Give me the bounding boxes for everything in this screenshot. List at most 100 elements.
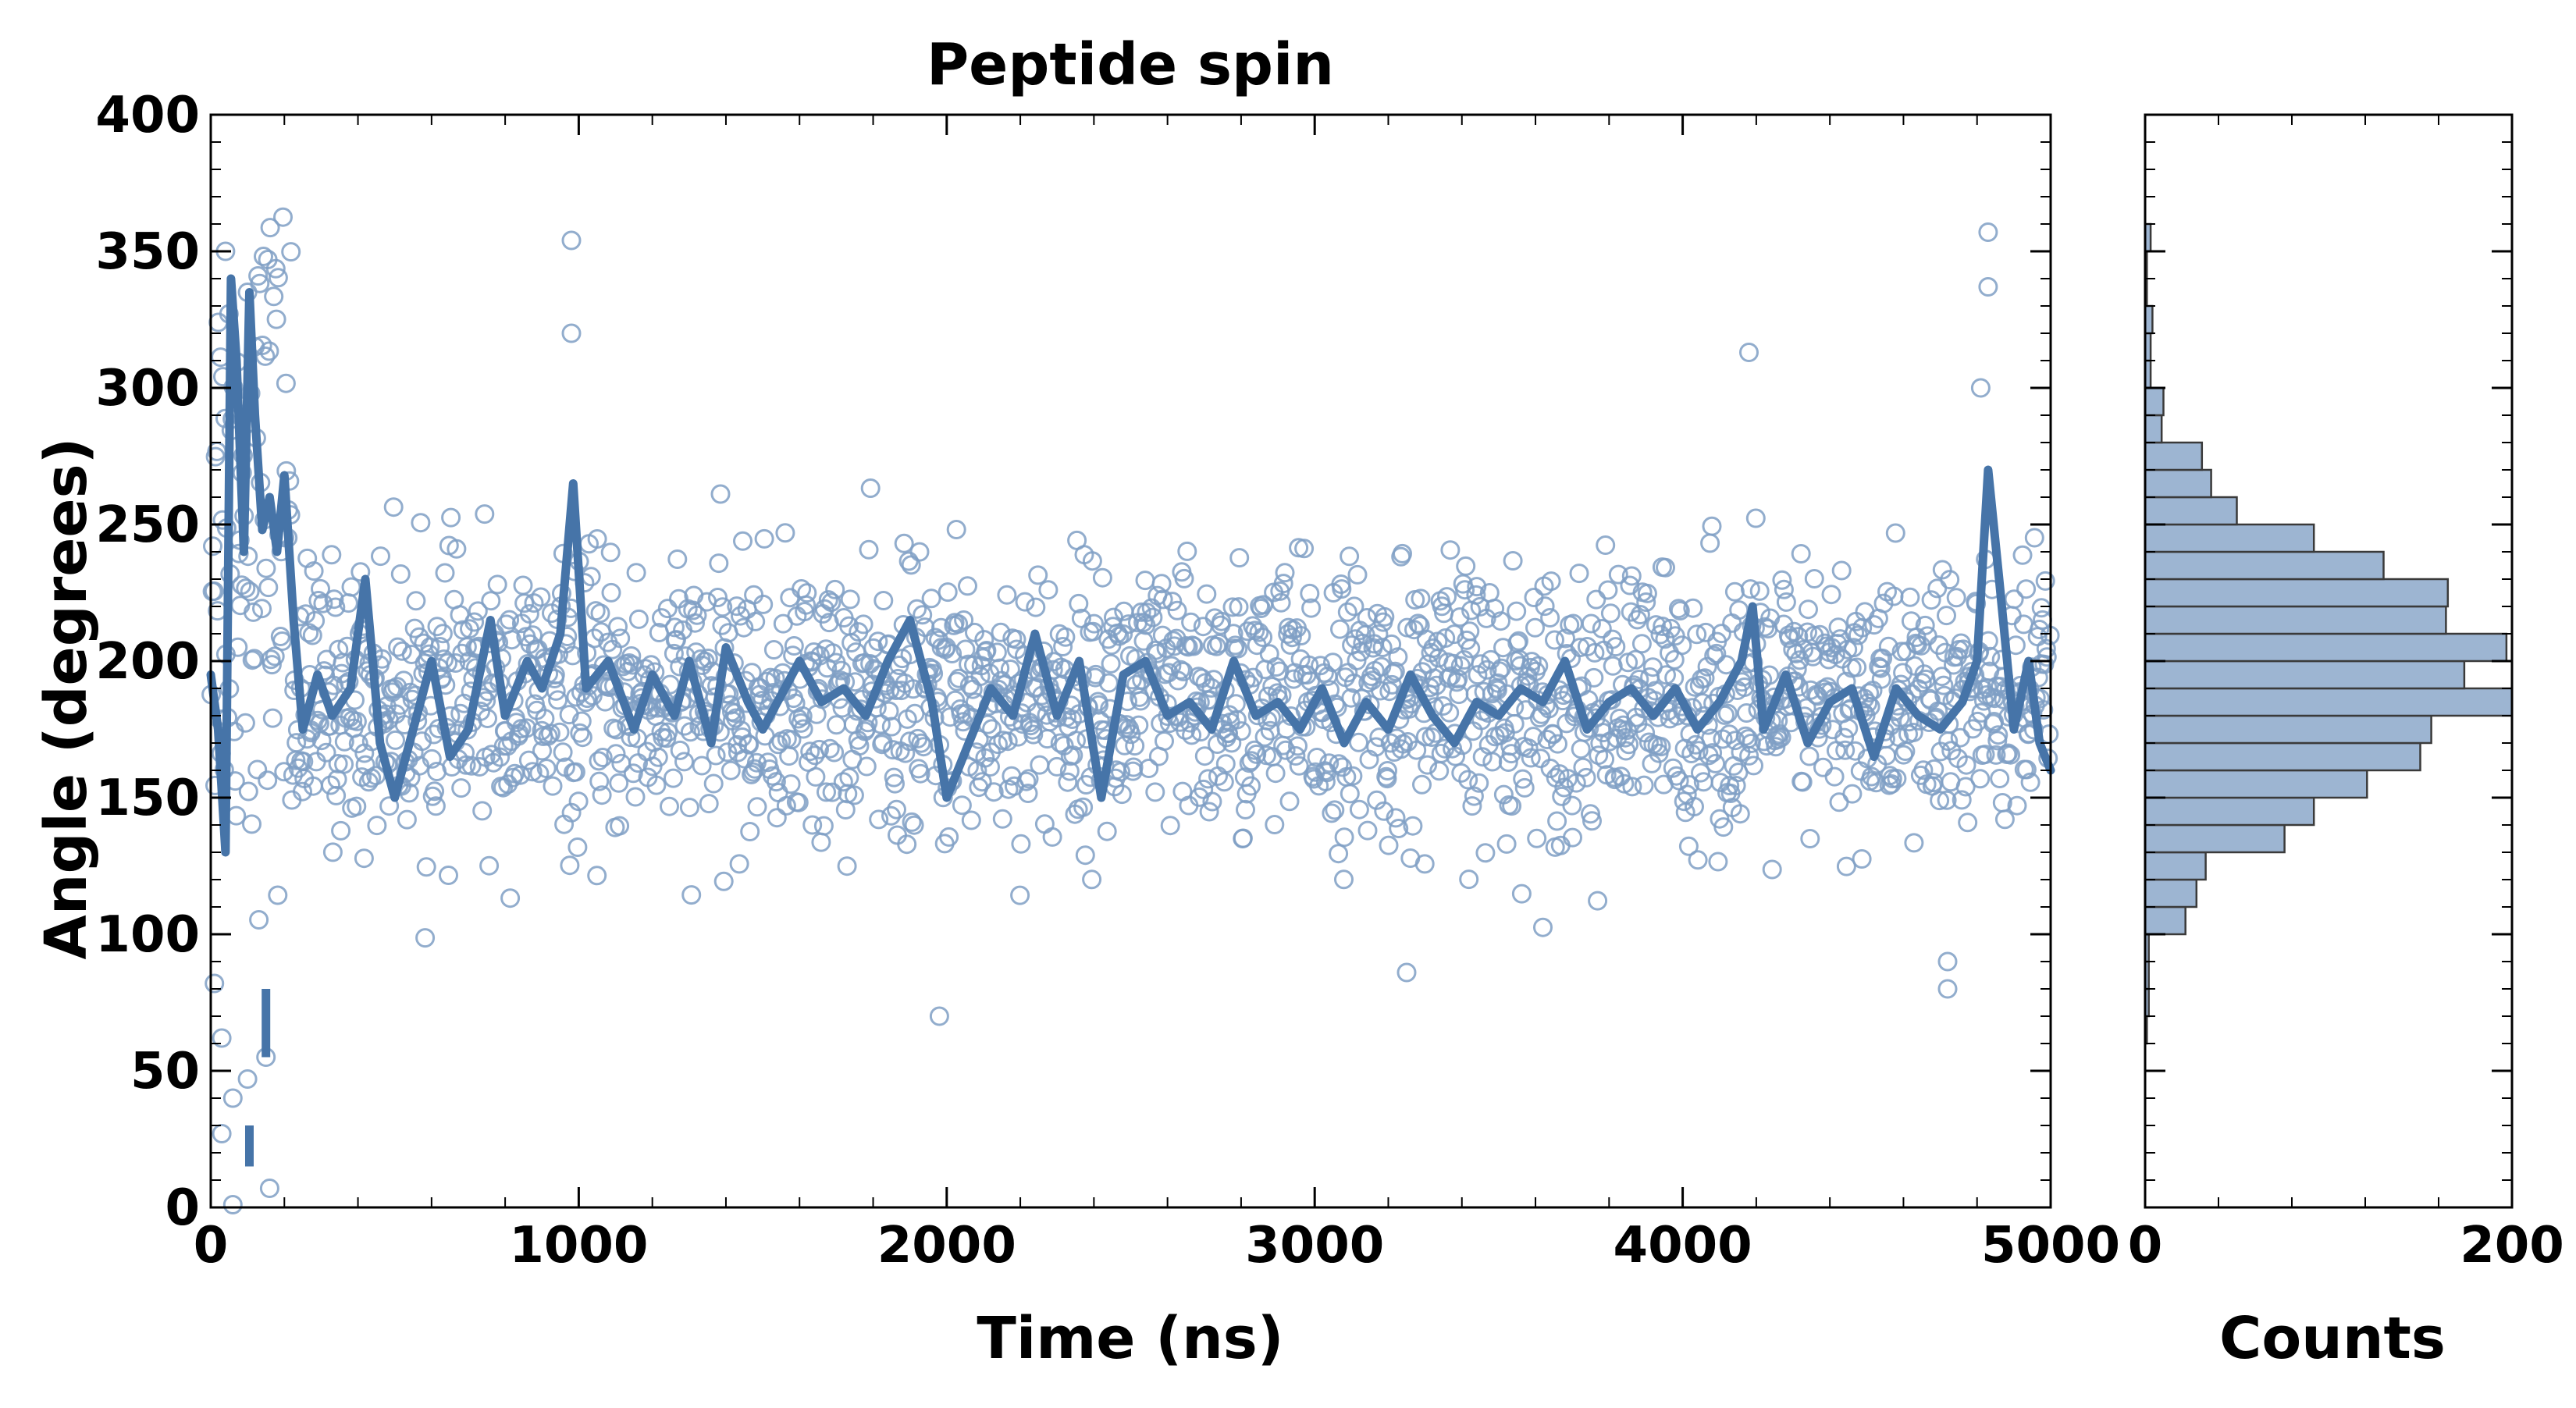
scatter-point [1950, 727, 1970, 748]
scatter-point [1201, 677, 1222, 698]
scatter-point [260, 218, 280, 238]
scatter-point [1385, 661, 1405, 681]
scatter-point [839, 767, 859, 788]
scatter-point [1143, 607, 1163, 628]
scatter-point [767, 808, 787, 828]
scatter-point [811, 832, 831, 852]
scatter-point [2037, 647, 2057, 667]
scatter-point [1183, 636, 1204, 656]
scatter-point [1151, 574, 1172, 594]
scatter-point [763, 640, 784, 660]
scatter-point [1448, 669, 1468, 689]
scatter-point [1625, 649, 1646, 670]
scatter-point [775, 523, 795, 543]
scatter-point [397, 809, 417, 830]
scatter-point [1332, 579, 1352, 599]
scatter-point [1844, 638, 1863, 658]
scatter-point [522, 762, 543, 782]
scatter-point [1225, 635, 1245, 656]
scatter-point [883, 740, 903, 760]
scatter-point [1691, 763, 1710, 783]
scatter-point [750, 678, 770, 699]
scatter-point [823, 643, 843, 663]
scatter-point [806, 766, 826, 787]
scatter-point [543, 776, 563, 796]
scatter-point [416, 857, 436, 877]
scatter-point [881, 716, 902, 737]
scatter-point [383, 497, 404, 517]
scatter-point [1946, 588, 1966, 608]
scatter-point [1528, 656, 1549, 676]
scatter-point [744, 585, 764, 605]
scatter-point [802, 815, 823, 835]
scatter-point [1275, 563, 1295, 583]
scatter-point [2035, 571, 2055, 591]
scatter-point [822, 782, 842, 802]
scatter-point [820, 738, 840, 759]
scatter-point [706, 745, 726, 766]
scatter-point [1956, 755, 1976, 775]
scatter-point [1282, 628, 1302, 648]
scatter-point [610, 816, 630, 836]
scatter-point [244, 602, 263, 622]
scatter-point [1556, 628, 1575, 649]
scatter-point [1576, 767, 1596, 788]
scatter-point [977, 641, 997, 660]
x-tick-label: 0 [194, 1217, 229, 1275]
scatter-point [399, 783, 419, 803]
scatter-point [1573, 757, 1593, 777]
scatter-point [972, 772, 992, 792]
scatter-point [1600, 603, 1621, 624]
scatter-point [592, 785, 612, 805]
scatter-point [832, 698, 852, 718]
scatter-point [1451, 763, 1471, 783]
scatter-point [1407, 740, 1427, 760]
scatter-point [438, 652, 457, 673]
scatter-point [948, 613, 969, 634]
scatter-point [268, 885, 288, 905]
scatter-point [390, 564, 411, 584]
scatter-point [1066, 731, 1086, 751]
scatter-point [1084, 613, 1104, 634]
scatter-point [1010, 885, 1030, 905]
scatter-point [788, 792, 809, 812]
scatter-point [536, 759, 557, 779]
scatter-point [1340, 546, 1360, 567]
scatter-point [646, 775, 667, 795]
scatter-point [1125, 736, 1145, 756]
scatter-point [1706, 643, 1727, 663]
scatter-point [1629, 670, 1649, 689]
scatter-point [1986, 745, 2006, 765]
histogram-bar [2144, 550, 2385, 581]
scatter-point [1537, 730, 1557, 749]
scatter-point [1466, 585, 1486, 605]
scatter-point [1469, 773, 1489, 793]
scatter-point [734, 617, 754, 638]
x-tick-label: 5000 [1981, 1217, 2120, 1275]
scatter-point [479, 855, 500, 876]
scatter-point [1700, 533, 1720, 553]
scatter-point [222, 1088, 243, 1108]
scatter-point [1341, 688, 1361, 708]
scatter-point [1592, 619, 1612, 638]
scatter-point [895, 743, 916, 763]
scatter-point [1513, 769, 1533, 789]
scatter-point [1379, 835, 1399, 855]
scatter-point [1063, 745, 1083, 766]
scatter-point [1521, 748, 1541, 768]
scatter-point [1735, 677, 1755, 697]
scatter-point [1934, 675, 1954, 695]
scatter-point [1371, 681, 1390, 701]
scatter-point [984, 782, 1004, 802]
scatter-point [1952, 790, 1972, 810]
scatter-point [1340, 784, 1360, 804]
scatter-point [1470, 596, 1490, 617]
scatter-point [430, 637, 450, 656]
scatter-point [873, 591, 894, 610]
scatter-point [1772, 570, 1792, 590]
scatter-point [869, 809, 889, 830]
scatter-point [1784, 621, 1804, 642]
scatter-point [687, 605, 707, 625]
